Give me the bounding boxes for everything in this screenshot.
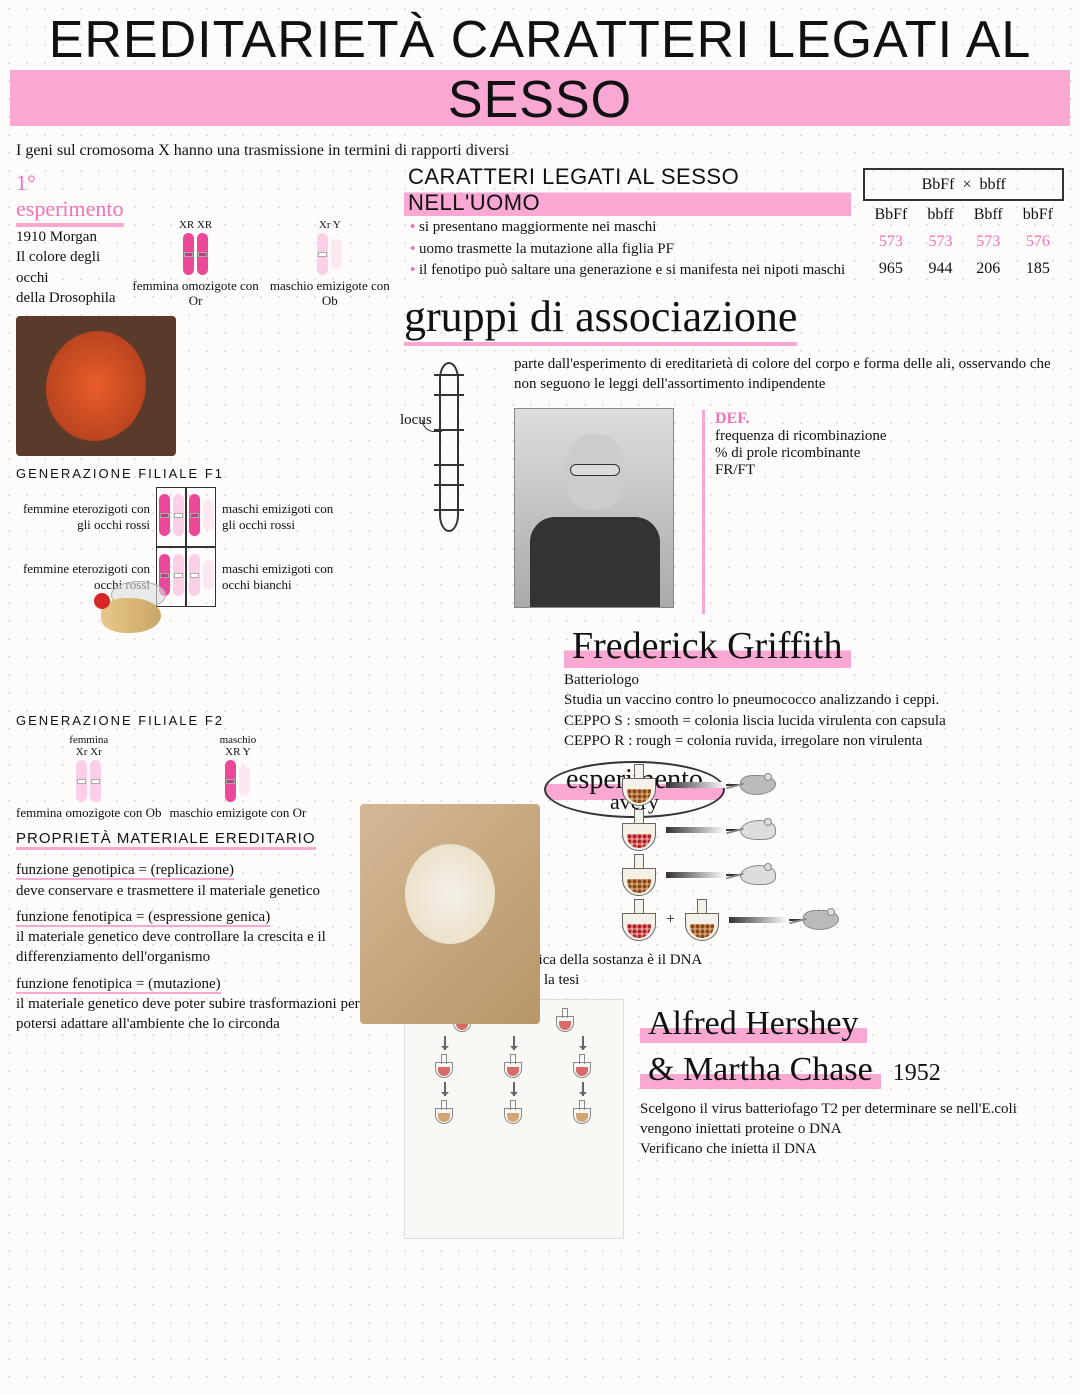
uomo-heading: CARATTERI LEGATI AL SESSO NELL'UOMO (404, 164, 851, 216)
uomo-b1: si presentano maggiormente nei maschi (410, 218, 851, 238)
chromosome-y-icon (331, 239, 342, 269)
chromosome-icon (197, 233, 208, 275)
drosophila-red-eye-photo (16, 316, 176, 456)
chromosome-icon (183, 233, 194, 275)
page-title: EREDITARIETÀ CARATTERI LEGATI AL SESSO (10, 8, 1070, 132)
f2-male-geno: XR Y (225, 746, 251, 758)
exp-desc2: della Drosophila (16, 288, 124, 308)
chromosome-icon (90, 760, 101, 802)
p-female-geno: XR XR (179, 219, 212, 231)
f2-male-label: maschi emizigoti con occhi bianchi (216, 547, 346, 607)
p-female-caption: femmina omozigote con Or (132, 279, 260, 308)
gruppi-heading: gruppi di associazione (404, 291, 797, 346)
f1-male-label: maschi emizigoti con gli occhi rossi (216, 487, 346, 547)
p-male-geno: Xr Y (319, 219, 341, 231)
griffith-role: Batteriologo (564, 670, 1064, 690)
hershey-name1: Alfred Hershey (640, 1005, 867, 1043)
hershey-l2: Verificano che inietta il DNA (640, 1139, 1064, 1159)
hershey-name2: & Martha Chase (640, 1051, 881, 1089)
f2-p-female: femmina omozigote con Ob (16, 806, 162, 820)
locus-diagram: locus (404, 354, 494, 544)
proprieta-heading: PROPRIETÀ MATERIALE EREDITARIO (16, 830, 316, 850)
prop3b: il materiale genetico deve poter subire … (16, 996, 360, 1032)
griffith-l2: CEPPO S : smooth = colonia liscia lucida… (564, 711, 1064, 731)
griffith-flasks-diagram: + (620, 761, 1064, 944)
f2-p-male: maschio emizigote con Or (170, 806, 307, 820)
prop2a: funzione fenotipica = (espressione genic… (16, 909, 270, 927)
hershey-year: 1952 (893, 1060, 941, 1086)
chromosome-icon (225, 760, 236, 802)
chromosome-y-icon (239, 766, 250, 796)
uomo-b2: uomo trasmette la mutazione alla figlia … (410, 240, 851, 260)
punnett-square-f1: femmine eterozigoti con gli occhi rossi … (16, 487, 392, 607)
griffith-l1: Studia un vaccino contro lo pneumococco … (564, 690, 1064, 710)
drosophila-white-eye-photo (360, 804, 540, 1024)
griffith-name: Frederick Griffith (564, 624, 851, 668)
chromosome-icon (317, 233, 328, 275)
chromosome-icon (76, 760, 87, 802)
generation-f2-title: GENERAZIONE FILIALE F2 (16, 713, 392, 728)
prop3a: funzione fenotipica = (mutazione) (16, 976, 221, 994)
prop1a: funzione genotipica = (replicazione) (16, 862, 234, 880)
intro-text: I geni sul cromosoma X hanno una trasmis… (0, 138, 1080, 164)
prop2b: il materiale genetico deve controllare l… (16, 929, 326, 965)
prop1b: deve conservare e trasmettere il materia… (16, 883, 320, 899)
griffith-l3: CEPPO R : rough = colonia ruvida, irrego… (564, 731, 1064, 751)
exp-year: 1910 Morgan (16, 227, 124, 247)
def-box: DEF. frequenza di ricombinazione % di pr… (702, 410, 887, 614)
uomo-b3: il fenotipo può saltare una generazione … (410, 261, 851, 281)
cross-data-table: BbFf × bbff BbFf bbff Bbff bbFf 573 573 … (863, 168, 1064, 283)
gruppi-text: parte dall'esperimento di ereditarietà d… (514, 354, 1064, 395)
f2-female-geno: Xr Xr (76, 746, 102, 758)
f1-female-label: femmine eterozigoti con gli occhi rossi (16, 487, 156, 547)
morgan-photo (514, 408, 674, 608)
experiment-label: 1° esperimento (16, 170, 124, 227)
drosophila-fly-icon (76, 573, 186, 653)
p-male-caption: maschio emizigote con Ob (268, 279, 392, 308)
exp-desc1: Il colore degli occhi (16, 247, 124, 288)
avery-experiment-diagram (404, 999, 624, 1239)
hershey-l1: Scelgono il virus batteriofago T2 per de… (640, 1099, 1064, 1140)
generation-f1-title: GENERAZIONE FILIALE F1 (16, 466, 392, 481)
